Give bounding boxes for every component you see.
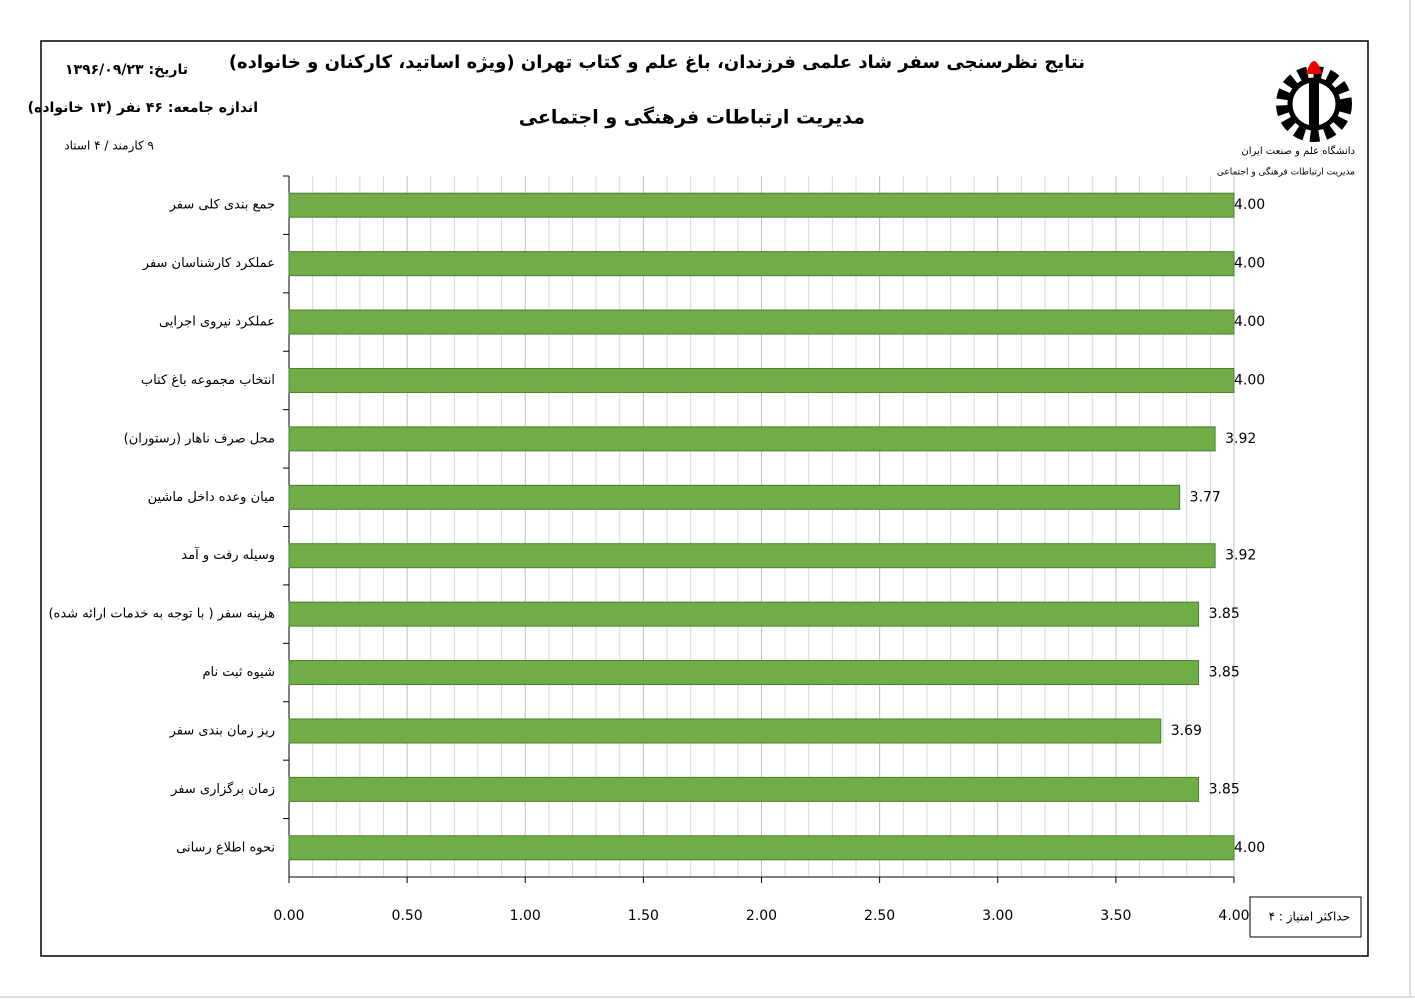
note: حداکثر امتیاز : ۴: [1269, 910, 1350, 925]
bar: [288, 192, 1235, 218]
value-label: 4.00: [1234, 256, 1265, 272]
chart-subtitle: مدیریت ارتباطات فرهنگی و اجتماعی: [519, 106, 865, 129]
value-label: 3.92: [1225, 548, 1256, 564]
chart-title: نتایج نظرسنجی سفر شاد علمی فرزندان، باغ …: [229, 52, 1085, 73]
bar: [288, 835, 1235, 861]
x-tick-label: 4.00: [1218, 908, 1249, 924]
logo-text: مدیریت ارتباطات فرهنگی و اجتماعی: [1217, 166, 1355, 178]
x-tick-label: 2.50: [864, 908, 895, 924]
logo: دانشگاه علم و صنعت ایران مدیریت ارتباطات…: [1217, 61, 1355, 178]
date: تاریخ: ۱۳۹۶/۰۹/۲۳: [65, 62, 188, 78]
bar: [288, 718, 1162, 744]
y-tick-label: عملکرد کارشناسان سفر: [142, 256, 275, 271]
value-label: 4.00: [1234, 197, 1265, 213]
value-label: 3.77: [1190, 489, 1221, 505]
value-label: 3.85: [1209, 665, 1240, 681]
y-tick-label: زمان برگزاری سفر: [170, 781, 275, 797]
bar: [288, 660, 1200, 686]
x-tick-label: 3.50: [1100, 908, 1131, 924]
logo-flame: [1306, 61, 1322, 74]
value-label: 3.85: [1209, 781, 1240, 797]
y-tick-label: وسیله رفت و آمد: [181, 546, 275, 563]
y-tick-label: عملکرد نیروی اجرایی: [159, 315, 275, 330]
x-tick-label: 1.50: [628, 908, 659, 924]
x-tick-label: 2.00: [746, 908, 777, 924]
bar: [288, 309, 1235, 335]
sample: اندازه جامعه: ۴۶ نفر (۱۳ خانواده): [28, 100, 258, 116]
x-tick-label: 0.00: [273, 908, 304, 924]
value-label: 4.00: [1234, 372, 1265, 388]
x-tick-label: 0.50: [392, 908, 423, 924]
value-label: 4.00: [1234, 840, 1265, 856]
bar: [288, 776, 1200, 802]
composition: ۹ کارمند / ۴ استاد: [64, 139, 154, 154]
y-tick-label: هزینه سفر ( با توجه به خدمات ارائه شده): [48, 607, 275, 622]
y-tick-label: جمع بندی کلی سفر: [169, 198, 275, 213]
bar: [288, 426, 1216, 452]
bar: [288, 367, 1235, 393]
bar: [288, 601, 1200, 627]
value-label: 3.69: [1171, 723, 1202, 739]
note-box: [1249, 896, 1362, 938]
y-tick-label: محل صرف ناهار (رستوران): [124, 431, 275, 446]
bar: [288, 251, 1235, 277]
y-tick-label: ریز زمان بندی سفر: [169, 723, 275, 738]
frame: [40, 40, 1369, 957]
logo-text: دانشگاه علم و صنعت ایران: [1241, 145, 1355, 157]
bar: [288, 543, 1216, 569]
logo-torch: [1309, 78, 1319, 128]
y-tick-label: انتخاب مجموعه باغ کتاب: [141, 373, 275, 388]
y-tick-label: شیوه ثبت نام: [202, 665, 275, 680]
value-label: 4.00: [1234, 314, 1265, 330]
bar: [288, 484, 1181, 510]
x-tick-label: 3.00: [982, 908, 1013, 924]
x-tick-label: 1.00: [510, 908, 541, 924]
y-tick-label: میان وعده داخل ماشین: [148, 490, 275, 505]
value-label: 3.92: [1225, 431, 1256, 447]
value-label: 3.85: [1209, 606, 1240, 622]
y-tick-label: نحوه اطلاع رسانی: [176, 840, 275, 855]
